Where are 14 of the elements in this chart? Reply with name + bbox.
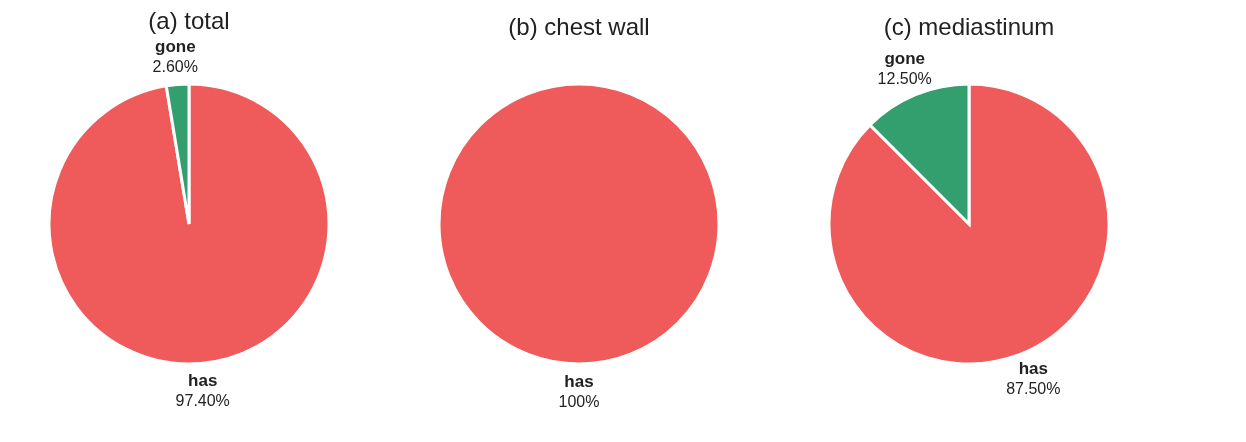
chart-title: (a) total <box>148 6 230 34</box>
data-label: 97.40% <box>175 392 230 410</box>
data-label: 100% <box>558 393 600 410</box>
slice-label: gone <box>884 48 926 68</box>
slice-label: has <box>564 372 594 391</box>
chart-title: (b) chest wall <box>508 13 650 40</box>
pie-slice <box>47 82 331 366</box>
data-label: 87.50% <box>1006 380 1061 398</box>
data-label: 12.50% <box>877 69 932 87</box>
data-label: 2.60% <box>152 57 198 75</box>
slice-label: has <box>1018 359 1048 379</box>
chart-title: (c) mediastinum <box>883 13 1055 40</box>
slice-label: has <box>188 371 218 391</box>
slice-label: gone <box>154 36 196 56</box>
